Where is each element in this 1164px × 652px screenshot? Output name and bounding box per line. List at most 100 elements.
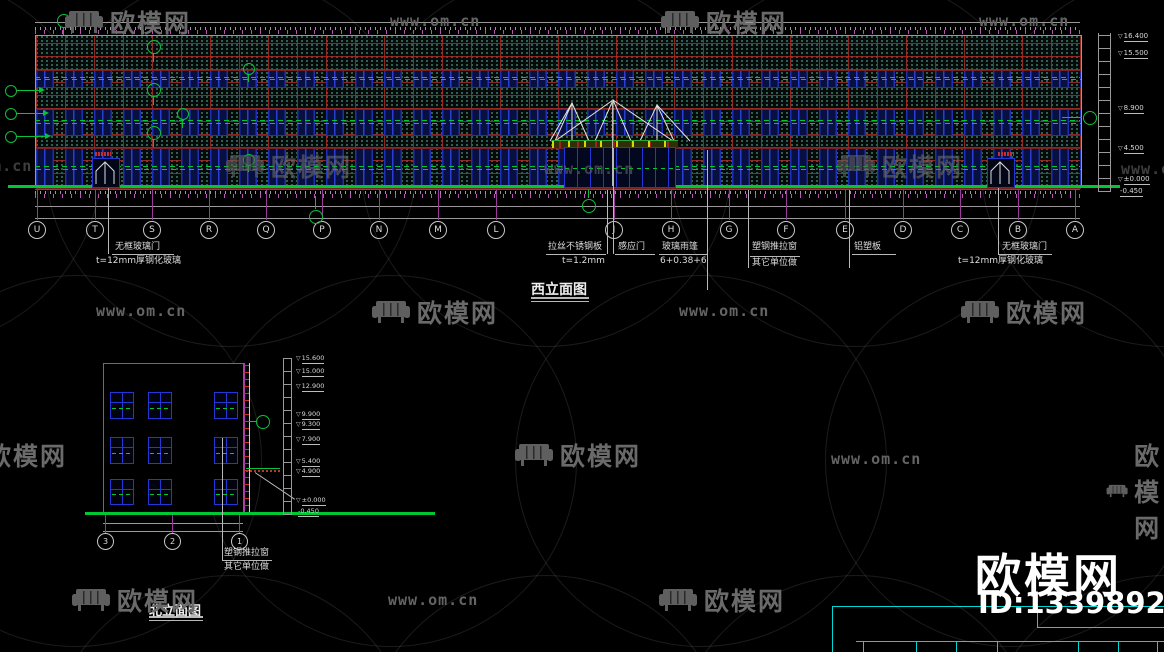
grid-bubble: E bbox=[836, 221, 854, 239]
watermark-brand-text: 欧模网 bbox=[882, 153, 964, 182]
level-dimension-column bbox=[1098, 33, 1111, 192]
watermark-brand-text: 欧模网 bbox=[117, 587, 199, 616]
sofa-icon bbox=[658, 587, 698, 613]
annotation-leader bbox=[222, 438, 223, 560]
watermark-logo: 欧模网 bbox=[71, 582, 198, 618]
grid-bubble: A bbox=[1066, 221, 1084, 239]
annotation-underline bbox=[998, 254, 1052, 255]
annotation-leader bbox=[108, 188, 109, 254]
titleblock-line bbox=[1078, 641, 1079, 652]
annotation-underline bbox=[546, 254, 606, 255]
north-grid-line bbox=[172, 515, 173, 533]
brand-overlay-id: ID:1339892 bbox=[978, 586, 1164, 620]
level-flag: ▽16.400 bbox=[1118, 32, 1149, 42]
north-window bbox=[214, 437, 238, 464]
grid-line bbox=[95, 190, 96, 220]
sill-dash-line bbox=[35, 120, 1080, 121]
annotation-leader bbox=[998, 188, 999, 254]
annotation-leader bbox=[707, 150, 708, 290]
watermark-logo: 欧模网 bbox=[660, 4, 787, 40]
red-text-mark bbox=[998, 152, 1014, 156]
north-annotation-window-note: 其它单位做 bbox=[224, 562, 270, 572]
bottom-dimension-line-2 bbox=[35, 218, 1080, 219]
grid-line bbox=[379, 190, 380, 220]
titleblock-line bbox=[1037, 606, 1038, 627]
level-flag: ▽5.400 bbox=[296, 457, 321, 467]
bottom-dimension-ticks bbox=[35, 191, 1080, 198]
detail-circle bbox=[147, 40, 161, 54]
grid-line bbox=[266, 190, 267, 220]
level-flag: ▽8.900 bbox=[1118, 104, 1144, 114]
grid-line bbox=[671, 190, 672, 220]
north-level-column bbox=[283, 358, 292, 515]
watermark-brand-text: 欧模网 bbox=[704, 587, 786, 616]
grid-line bbox=[322, 190, 323, 220]
annotation-sliding-window: 塑钢推拉窗 bbox=[752, 242, 798, 252]
watermark-logo: 欧模网 bbox=[960, 294, 1087, 330]
watermark-brand-text: 欧模网 bbox=[271, 153, 353, 182]
grid-line bbox=[729, 190, 730, 220]
annotation-underline bbox=[112, 254, 174, 255]
level-flag: -0.450 bbox=[1120, 187, 1143, 197]
annotation-steel-plate: 拉丝不锈钢板 bbox=[548, 242, 603, 252]
grid-bubble: Q bbox=[257, 221, 275, 239]
sofa-icon bbox=[514, 442, 554, 468]
titleblock-line bbox=[856, 641, 1164, 642]
north-facade-edge-strip bbox=[243, 363, 250, 513]
annotation-underline bbox=[222, 560, 272, 561]
sofa-icon bbox=[64, 9, 104, 35]
watermark-brand-text: 欧模网 bbox=[0, 442, 68, 471]
grid-line bbox=[152, 190, 153, 220]
titleblock-line bbox=[916, 641, 917, 652]
detail-stem bbox=[315, 196, 316, 209]
annotation-underline bbox=[750, 256, 800, 257]
annotation-glass-canopy: 玻璃雨篷 bbox=[662, 242, 699, 252]
annotation-right-door: 无框玻璃门 bbox=[1002, 242, 1048, 252]
detail-circle bbox=[147, 83, 161, 97]
window-band-3 bbox=[36, 148, 1081, 189]
level-flag: ▽9.900 bbox=[296, 410, 321, 420]
north-window bbox=[110, 392, 134, 419]
grid-bubble: T bbox=[86, 221, 104, 239]
watermark-url-text: www.om.cn bbox=[1121, 160, 1164, 178]
titleblock-line bbox=[863, 641, 864, 652]
north-canopy-line bbox=[246, 468, 280, 469]
sofa-icon bbox=[371, 299, 411, 325]
watermark-url-text: www.om.cn bbox=[390, 12, 481, 30]
title-underline bbox=[149, 620, 203, 621]
grid-bubble: N bbox=[370, 221, 388, 239]
north-ground-line bbox=[85, 512, 435, 515]
grid-bubble: L bbox=[487, 221, 505, 239]
annotation-right-door-spec: t=12mm厚钢化玻璃 bbox=[958, 256, 1044, 266]
sofa-icon bbox=[836, 153, 876, 179]
grid-line bbox=[786, 190, 787, 220]
level-flag: ▽±0.000 bbox=[1118, 175, 1150, 185]
grid-bubble: R bbox=[200, 221, 218, 239]
watermark-logo: 欧模网 bbox=[0, 437, 67, 473]
annotation-underline bbox=[659, 254, 707, 255]
grid-bubble: M bbox=[429, 221, 447, 239]
grid-bubble: G bbox=[720, 221, 738, 239]
grid-line bbox=[614, 190, 615, 220]
bottom-dimension-line-1 bbox=[35, 206, 1080, 207]
level-flag: -0.450 bbox=[298, 507, 319, 517]
sofa-icon bbox=[71, 587, 111, 613]
north-window bbox=[110, 437, 134, 464]
detail-circle bbox=[1083, 111, 1097, 125]
sill-dash-line bbox=[35, 77, 1080, 78]
annotation-steel-plate-spec: t=1.2mm bbox=[562, 256, 605, 266]
watermark-brand-text: 欧模网 bbox=[110, 9, 192, 38]
level-flag: ▽7.900 bbox=[296, 435, 321, 445]
watermark-logo: 欧模网 bbox=[514, 437, 641, 473]
sofa-icon bbox=[1106, 478, 1128, 504]
watermark-logo: 欧模网 bbox=[658, 582, 785, 618]
title-underline bbox=[149, 616, 203, 618]
grid-bubble: D bbox=[894, 221, 912, 239]
grid-bubble: H bbox=[662, 221, 680, 239]
north-window bbox=[148, 392, 172, 419]
entrance-canopy-truss bbox=[549, 98, 691, 142]
door-symbol-left bbox=[92, 158, 120, 188]
annotation-underline bbox=[852, 254, 896, 255]
detail-stem bbox=[153, 53, 154, 62]
window-band-2 bbox=[36, 109, 1081, 136]
